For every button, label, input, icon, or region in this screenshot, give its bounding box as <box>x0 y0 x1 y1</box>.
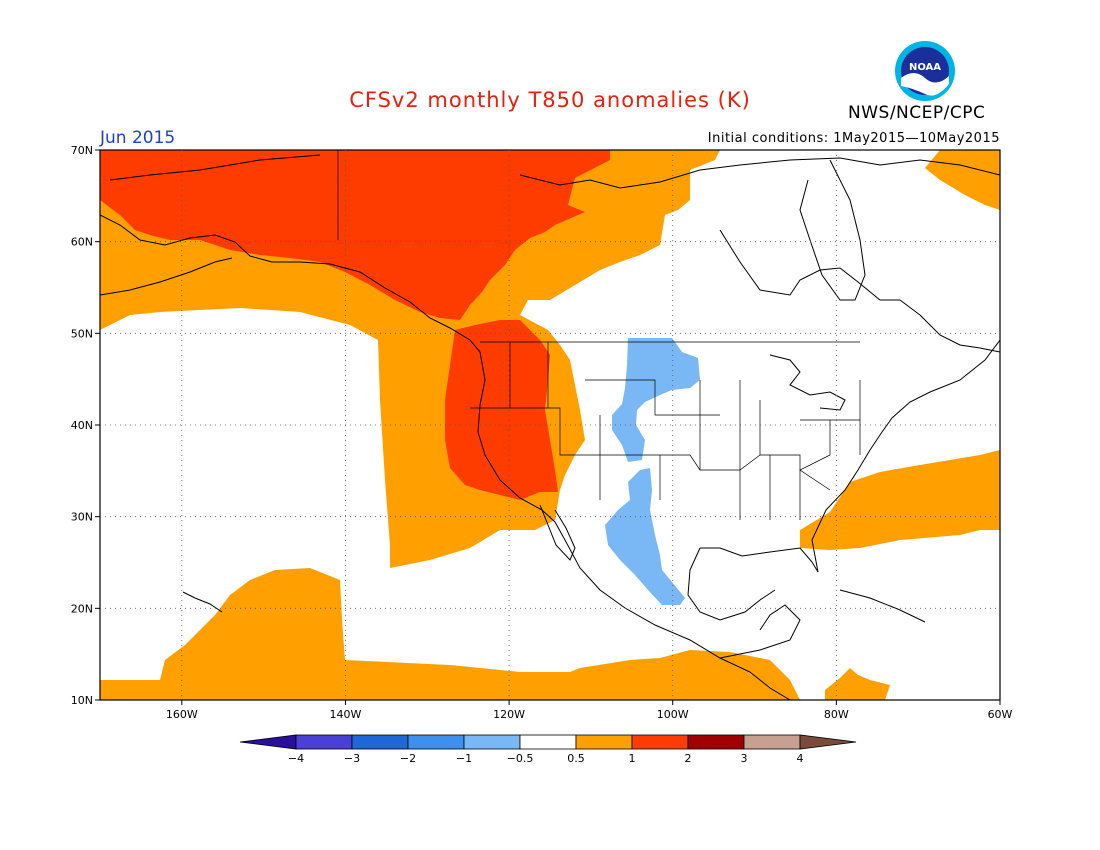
tick-label-lat: 70N <box>71 144 93 157</box>
tick-label-lon: 80W <box>824 708 849 721</box>
coastline-alaska <box>100 214 481 353</box>
tick-label-lon: 140W <box>330 708 362 721</box>
forecast-month: Jun 2015 <box>100 128 176 148</box>
tick-label-lat: 40N <box>71 419 93 432</box>
colorbar-swatch <box>631 734 689 750</box>
tick-label-lon: 160W <box>166 708 198 721</box>
coastline-labrador <box>899 299 1000 353</box>
coastline-hawaii <box>182 591 223 613</box>
initial-conditions: Initial conditions: 1May2015—10May2015 <box>707 131 1000 146</box>
coastline-cuba <box>839 589 926 623</box>
colorbar-arrow-high <box>799 734 857 750</box>
anomaly-region-northern-plains <box>612 338 700 462</box>
colorbar-label: 3 <box>741 752 748 765</box>
colorbar-swatch <box>687 734 745 750</box>
tick-label-lat: 20N <box>71 602 93 615</box>
anomaly-region-alaska-yukon <box>100 150 610 320</box>
tick-label-lon: 60W <box>988 708 1013 721</box>
coastline-arctic <box>519 157 1000 189</box>
anomaly-region-atlantic <box>800 450 1000 550</box>
colorbar-label: −3 <box>344 752 360 765</box>
noaa-logo-icon: NOAA <box>895 41 955 101</box>
svg-text:NOAA: NOAA <box>909 62 941 73</box>
coastline-central-america <box>719 604 801 659</box>
colorbar-swatch <box>407 734 465 750</box>
anomaly-region-greenland-east <box>925 150 1000 210</box>
tick-label-lat: 50N <box>71 327 93 340</box>
colorbar-swatch <box>351 734 409 750</box>
coastline-alaska-north <box>109 154 321 181</box>
coastline-east-coast <box>811 339 1000 573</box>
colorbar-label: 0.5 <box>567 752 585 765</box>
coastline-mexico-gulf <box>687 547 776 621</box>
colorbar-label: 1 <box>629 752 636 765</box>
coastline-great-lakes <box>769 354 846 411</box>
tick-label-lon: 100W <box>657 708 689 721</box>
colorbar-arrow-low <box>239 734 297 750</box>
tick-label-lon: 120W <box>493 708 525 721</box>
state-boundaries <box>337 150 861 520</box>
colorbar-swatch <box>519 734 577 750</box>
coastline-greenland <box>799 159 866 301</box>
organization-label: NWS/NCEP/CPC <box>848 103 986 123</box>
anomaly-region-caribbean <box>825 668 890 700</box>
colorbar-swatch <box>743 734 801 750</box>
colorbar-swatch <box>463 734 521 750</box>
map-title: CFSv2 monthly T850 anomalies (K) <box>349 88 751 112</box>
colorbar-label: −0.5 <box>507 752 534 765</box>
coastline-gulf <box>700 547 819 573</box>
axis-ticks: 10N 20N 30N 40N 50N 60N 70N 160W 140W 120W 100W 80W… <box>71 144 1013 721</box>
tick-label-lat: 30N <box>71 511 93 524</box>
colorbar-label: 4 <box>797 752 804 765</box>
anomaly-field <box>100 150 1000 700</box>
coastline-baja <box>539 504 576 561</box>
anomaly-region-pacific-northwest <box>100 150 720 568</box>
colorbar-label: 2 <box>685 752 692 765</box>
colorbar: −4 −3 −2 −1 −0.5 0.5 1 2 3 4 <box>239 734 857 765</box>
colorbar-label: −1 <box>456 752 472 765</box>
anomaly-region-mexico-plateau <box>605 468 685 605</box>
graticule <box>100 150 1000 700</box>
coastline-aleutians <box>100 257 233 296</box>
coastline-hudson-bay <box>719 229 900 301</box>
tick-label-lat: 10N <box>71 694 93 707</box>
colorbar-label: −2 <box>400 752 416 765</box>
anomaly-region-us-west <box>445 320 558 500</box>
colorbar-swatch <box>295 734 353 750</box>
colorbar-swatch <box>575 734 633 750</box>
tick-label-lat: 60N <box>71 236 93 249</box>
colorbar-label: −4 <box>288 752 304 765</box>
anomaly-region-tropical-pacific <box>100 568 800 700</box>
